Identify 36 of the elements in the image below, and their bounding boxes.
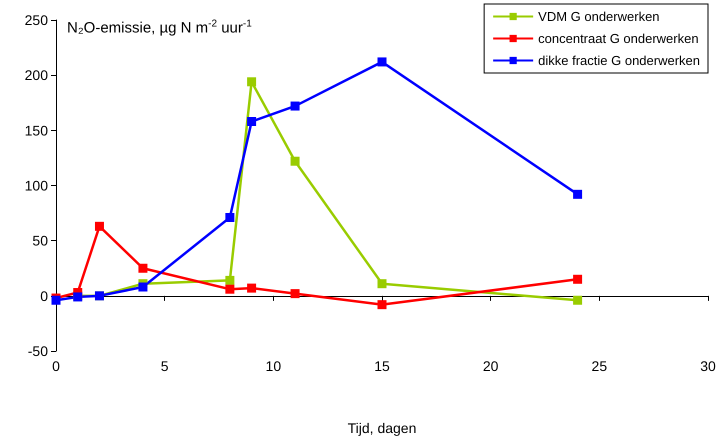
point — [247, 117, 256, 126]
x-tick-label: 5 — [160, 358, 169, 374]
point — [138, 282, 148, 292]
point — [290, 156, 300, 166]
point — [573, 296, 582, 305]
y-tick-label: 50 — [32, 232, 48, 249]
point — [247, 77, 256, 86]
point — [378, 279, 386, 288]
x-tick-label: 25 — [592, 358, 608, 374]
point — [573, 274, 582, 284]
point — [290, 289, 300, 298]
point — [378, 57, 386, 66]
x-tick-label: 10 — [266, 358, 282, 374]
point — [225, 276, 234, 285]
y-tick-label: 0 — [40, 288, 48, 304]
x-tick-label: 0 — [52, 358, 60, 374]
y-tick-label: 250 — [24, 12, 48, 28]
point — [225, 284, 234, 294]
legend-label: dikke fractie G onderwerken — [538, 53, 700, 68]
point — [138, 264, 148, 273]
legend-label: concentraat G onderwerken — [538, 31, 699, 46]
point — [247, 284, 256, 293]
point — [290, 102, 300, 111]
y-tick-label: 150 — [24, 122, 48, 138]
point — [573, 190, 582, 199]
x-tick-label: 30 — [700, 358, 716, 374]
point — [94, 222, 104, 231]
point — [378, 300, 386, 310]
x-tick-label: 20 — [482, 358, 499, 374]
point — [225, 212, 234, 222]
x-tick-label: 15 — [374, 358, 390, 374]
y-tick-label: 100 — [24, 178, 48, 194]
legend-label: VDM G onderwerken — [538, 9, 660, 24]
y-tick-label: -50 — [28, 343, 48, 359]
y-tick-label: 200 — [24, 67, 48, 84]
x-axis-title: Tijd, dagen — [348, 420, 416, 436]
